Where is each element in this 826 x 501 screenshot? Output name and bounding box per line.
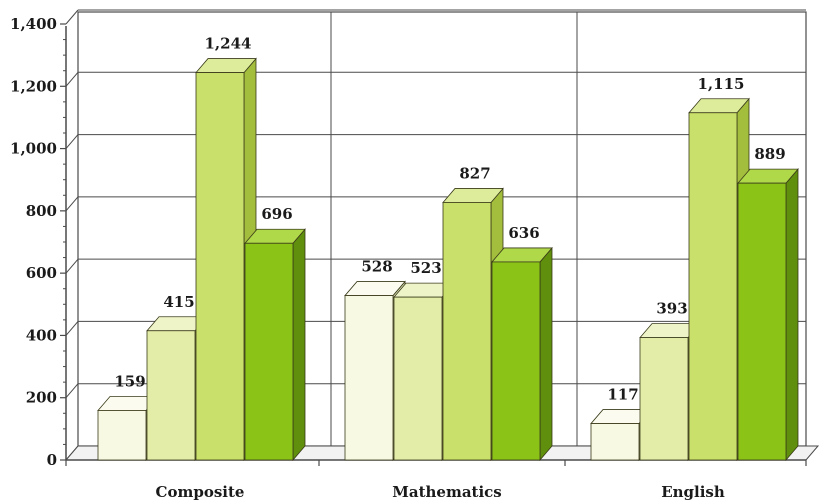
y-tick-label: 200 <box>26 389 57 407</box>
x-category-label: Composite <box>156 483 245 501</box>
y-tick-label: 800 <box>26 202 57 220</box>
data-label: 827 <box>459 164 490 182</box>
gridline-depth <box>65 134 79 149</box>
gridline-depth <box>65 258 79 274</box>
bar-front <box>737 182 787 461</box>
bar-front <box>195 72 245 461</box>
labels-layer: 159 415 1,244 696 528 523 827 636 117 393 1,115 889 <box>114 35 785 404</box>
data-label: 393 <box>656 300 687 318</box>
y-tick-label: 1,400 <box>10 15 57 33</box>
data-label: 1,244 <box>205 35 252 53</box>
gridline-depth <box>65 71 79 87</box>
bar-front <box>146 330 196 461</box>
y-tick-label: 1,000 <box>10 140 57 158</box>
data-label: 889 <box>754 145 785 163</box>
y-tick-label: 1,200 <box>10 77 57 95</box>
data-label: 528 <box>361 258 392 276</box>
x-category-label: Mathematics <box>392 483 502 501</box>
bar-front <box>97 410 147 461</box>
data-label: 696 <box>261 205 292 223</box>
y-tick-label: 600 <box>26 264 57 282</box>
bar-front <box>393 296 443 461</box>
bar-front <box>639 337 689 461</box>
data-label: 1,115 <box>698 75 745 93</box>
gridline-depth <box>65 321 79 336</box>
bar-front <box>590 423 640 461</box>
bar <box>244 228 306 462</box>
gridline-depth <box>65 383 79 399</box>
bar-front <box>442 202 492 461</box>
gridline-depth <box>65 196 79 212</box>
bar-front <box>344 295 394 461</box>
data-label: 523 <box>410 259 441 277</box>
bar <box>491 246 553 462</box>
bar-front <box>491 261 541 461</box>
axis-layer: 0 200 400 600 800 1,000 1,200 1,400 Composite Mat… <box>10 15 807 501</box>
bar-side <box>785 168 799 462</box>
bar-front <box>244 242 294 461</box>
bar <box>737 168 799 462</box>
bar-side <box>292 228 306 462</box>
gridline-depth <box>65 9 79 25</box>
bar-front <box>688 112 738 461</box>
bar <box>442 187 504 462</box>
data-label: 159 <box>114 372 145 390</box>
x-category-label: English <box>661 483 725 501</box>
data-label: 636 <box>508 224 539 242</box>
bar-side <box>539 246 553 462</box>
bars-layer <box>97 57 799 462</box>
y-tick-label: 400 <box>26 326 57 344</box>
data-label: 415 <box>163 293 194 311</box>
y-tick-label: 0 <box>47 451 57 469</box>
data-label: 117 <box>607 386 638 404</box>
